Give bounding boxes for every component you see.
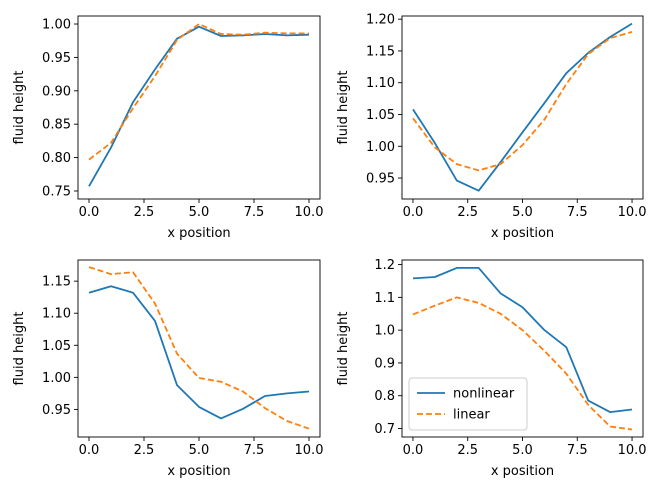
x-tick-label: 10.0 xyxy=(618,443,647,458)
series-line-nonlinear xyxy=(88,285,310,420)
series-line-nonlinear xyxy=(88,25,310,187)
y-tick-label: 0.90 xyxy=(42,84,71,99)
y-tick-label: 1.10 xyxy=(366,76,395,91)
subplot-4: 0.0 2.5 5.0 7.5 10.0 0.7 0.8 0.9 1.0 1.1 1.2 x posi… xyxy=(336,258,647,479)
x-tick-label: 0.0 xyxy=(79,443,100,458)
subplot-1: 0.0 2.5 5.0 7.5 10.0 0.75 0.80 0.85 0.90 0.95 1.00… xyxy=(12,15,324,241)
series-line-linear xyxy=(88,266,310,430)
y-tick-label: 0.7 xyxy=(374,422,395,437)
x-tick-label: 2.5 xyxy=(134,205,155,220)
y-tick-label: 0.9 xyxy=(374,356,395,371)
x-tick-label: 5.0 xyxy=(512,205,533,220)
y-tick-label: 1.1 xyxy=(374,291,395,306)
y-tick-label: 1.2 xyxy=(374,258,395,273)
series-line-nonlinear xyxy=(412,22,633,192)
series-line-linear xyxy=(412,296,633,431)
legend-label-nonlinear: nonlinear xyxy=(453,387,515,402)
x-tick-label: 5.0 xyxy=(512,443,533,458)
x-axis-label: x position xyxy=(167,226,230,241)
x-tick-label: 0.0 xyxy=(79,205,100,220)
y-tick-label: 0.80 xyxy=(42,151,71,166)
y-tick-label: 0.95 xyxy=(42,51,71,66)
series-line-nonlinear xyxy=(412,266,633,414)
series-line-linear xyxy=(412,31,633,172)
series-line-linear xyxy=(88,23,309,161)
subplot-3: 0.0 2.5 5.0 7.5 10.0 0.95 1.00 1.05 1.10 1.15 x po… xyxy=(12,259,324,479)
axes-frame xyxy=(77,15,321,200)
x-tick-label: 7.5 xyxy=(567,205,588,220)
x-axis-label: x position xyxy=(491,226,554,241)
y-tick-label: 0.95 xyxy=(42,403,71,418)
y-tick-label: 1.0 xyxy=(374,324,395,339)
x-tick-label: 7.5 xyxy=(244,443,265,458)
axes-frame xyxy=(401,15,644,200)
y-tick-label: 1.00 xyxy=(366,140,395,155)
y-tick-label: 0.8 xyxy=(374,389,395,404)
y-axis-label: fluid height xyxy=(12,71,27,145)
x-tick-label: 7.5 xyxy=(567,443,588,458)
legend: nonlinear linear xyxy=(408,377,528,431)
y-axis-label: fluid height xyxy=(12,312,27,386)
x-tick-label: 2.5 xyxy=(457,205,478,220)
x-axis-label: x position xyxy=(491,464,554,479)
y-tick-label: 1.15 xyxy=(42,275,71,290)
x-tick-label: 10.0 xyxy=(295,205,324,220)
y-tick-label: 0.85 xyxy=(42,118,71,133)
y-tick-label: 1.15 xyxy=(366,44,395,59)
x-tick-label: 2.5 xyxy=(457,443,478,458)
y-tick-label: 0.75 xyxy=(42,184,71,199)
y-axis-label: fluid height xyxy=(336,312,351,386)
x-tick-label: 10.0 xyxy=(618,205,647,220)
subplot-2: 0.0 2.5 5.0 7.5 10.0 0.95 1.00 1.05 1.10 1.15 1.20… xyxy=(336,13,647,241)
legend-box xyxy=(408,377,528,431)
legend-label-linear: linear xyxy=(453,408,490,423)
x-tick-label: 7.5 xyxy=(244,205,265,220)
y-tick-label: 0.95 xyxy=(366,172,395,187)
x-tick-label: 10.0 xyxy=(295,443,324,458)
y-tick-label: 1.05 xyxy=(42,339,71,354)
y-tick-label: 1.20 xyxy=(366,13,395,28)
x-axis-label: x position xyxy=(167,464,230,479)
y-tick-label: 1.00 xyxy=(42,18,71,33)
x-tick-label: 5.0 xyxy=(189,443,210,458)
x-tick-label: 0.0 xyxy=(403,443,424,458)
x-tick-label: 0.0 xyxy=(403,205,424,220)
x-tick-label: 2.5 xyxy=(134,443,155,458)
y-tick-label: 1.10 xyxy=(42,307,71,322)
y-axis-label: fluid height xyxy=(336,71,351,145)
y-tick-label: 1.05 xyxy=(366,108,395,123)
x-tick-label: 5.0 xyxy=(189,205,210,220)
y-tick-label: 1.00 xyxy=(42,371,71,386)
